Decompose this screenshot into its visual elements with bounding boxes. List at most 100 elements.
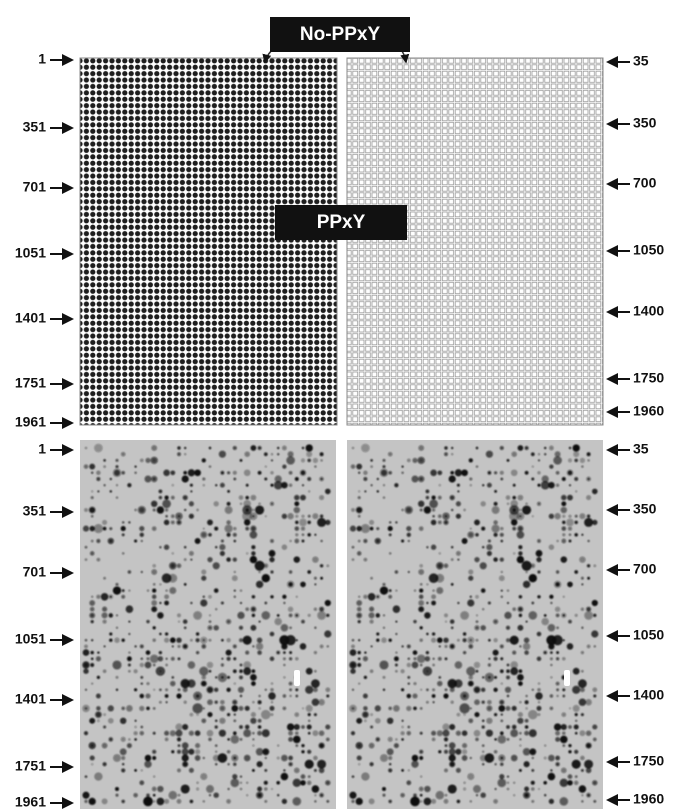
spot — [156, 797, 165, 806]
spot — [587, 576, 591, 580]
spot — [537, 595, 541, 599]
spot — [83, 668, 89, 674]
spot — [419, 583, 423, 586]
spot — [407, 458, 411, 463]
spot — [134, 769, 137, 772]
spot — [311, 785, 320, 793]
spot — [500, 570, 503, 574]
spot — [201, 569, 207, 575]
spot — [369, 619, 374, 624]
spot — [164, 495, 169, 500]
spot — [568, 446, 572, 450]
spot — [579, 556, 586, 563]
spot — [202, 756, 205, 760]
spot — [401, 539, 405, 543]
spot — [202, 639, 205, 642]
spot — [149, 654, 159, 664]
spot — [393, 743, 399, 749]
spot — [444, 744, 448, 747]
spot — [93, 524, 103, 534]
spot — [431, 637, 437, 643]
spot — [487, 601, 491, 605]
spot — [320, 477, 323, 481]
spot — [243, 500, 251, 508]
spot — [313, 607, 318, 611]
spot — [351, 707, 355, 710]
spot — [195, 638, 200, 643]
spot — [208, 446, 212, 450]
spot — [351, 446, 355, 450]
spot — [261, 729, 270, 738]
spot — [312, 730, 319, 737]
spot — [544, 453, 547, 456]
spot — [153, 663, 156, 667]
spot — [382, 626, 386, 629]
spot — [474, 625, 480, 631]
spot — [176, 637, 182, 643]
spot — [89, 525, 95, 532]
spot — [295, 737, 299, 741]
array-blot — [347, 440, 603, 809]
spot — [151, 569, 158, 575]
spot — [376, 638, 380, 642]
spot — [251, 613, 256, 618]
spot — [493, 687, 498, 692]
spot — [163, 544, 170, 550]
spot — [102, 669, 107, 674]
spot — [276, 614, 280, 617]
spot — [90, 619, 94, 624]
spot — [233, 570, 236, 574]
spot — [449, 724, 456, 730]
spot — [231, 575, 238, 582]
spot — [305, 704, 313, 712]
spot — [562, 737, 566, 741]
spot — [581, 800, 584, 803]
spot — [556, 694, 559, 698]
spot — [568, 533, 572, 537]
spot — [84, 446, 88, 450]
spot — [585, 730, 592, 736]
spot — [388, 594, 393, 599]
spot — [103, 725, 107, 729]
spot — [517, 717, 524, 724]
spot — [488, 707, 491, 710]
spot — [283, 663, 286, 667]
spot — [226, 656, 231, 661]
spot — [215, 719, 218, 722]
spot — [400, 669, 405, 674]
spot — [486, 550, 492, 556]
spot — [475, 595, 479, 599]
spot — [256, 637, 263, 643]
spot — [475, 614, 479, 617]
spot — [491, 506, 500, 514]
spot — [238, 705, 244, 711]
spot — [554, 606, 561, 612]
spot — [368, 742, 375, 749]
spot — [535, 692, 543, 700]
spot — [233, 682, 236, 685]
spot — [499, 557, 504, 562]
spot — [382, 465, 386, 469]
spot — [426, 632, 429, 636]
spot — [144, 475, 152, 483]
spot — [89, 612, 96, 619]
spot — [544, 446, 547, 450]
spot — [263, 780, 268, 785]
spot — [494, 620, 497, 623]
spot — [454, 469, 463, 477]
spot — [574, 520, 578, 525]
spot — [581, 465, 584, 468]
spot — [270, 551, 274, 556]
spot — [500, 762, 504, 766]
spot — [192, 703, 203, 714]
spot — [171, 645, 174, 648]
spot — [492, 649, 499, 656]
spot — [126, 743, 132, 749]
spot — [299, 518, 307, 527]
row-label: 1400 — [633, 687, 664, 703]
spot — [522, 748, 531, 756]
spot — [134, 539, 138, 543]
spot — [438, 552, 441, 555]
spot — [584, 517, 594, 527]
spot — [307, 749, 312, 754]
